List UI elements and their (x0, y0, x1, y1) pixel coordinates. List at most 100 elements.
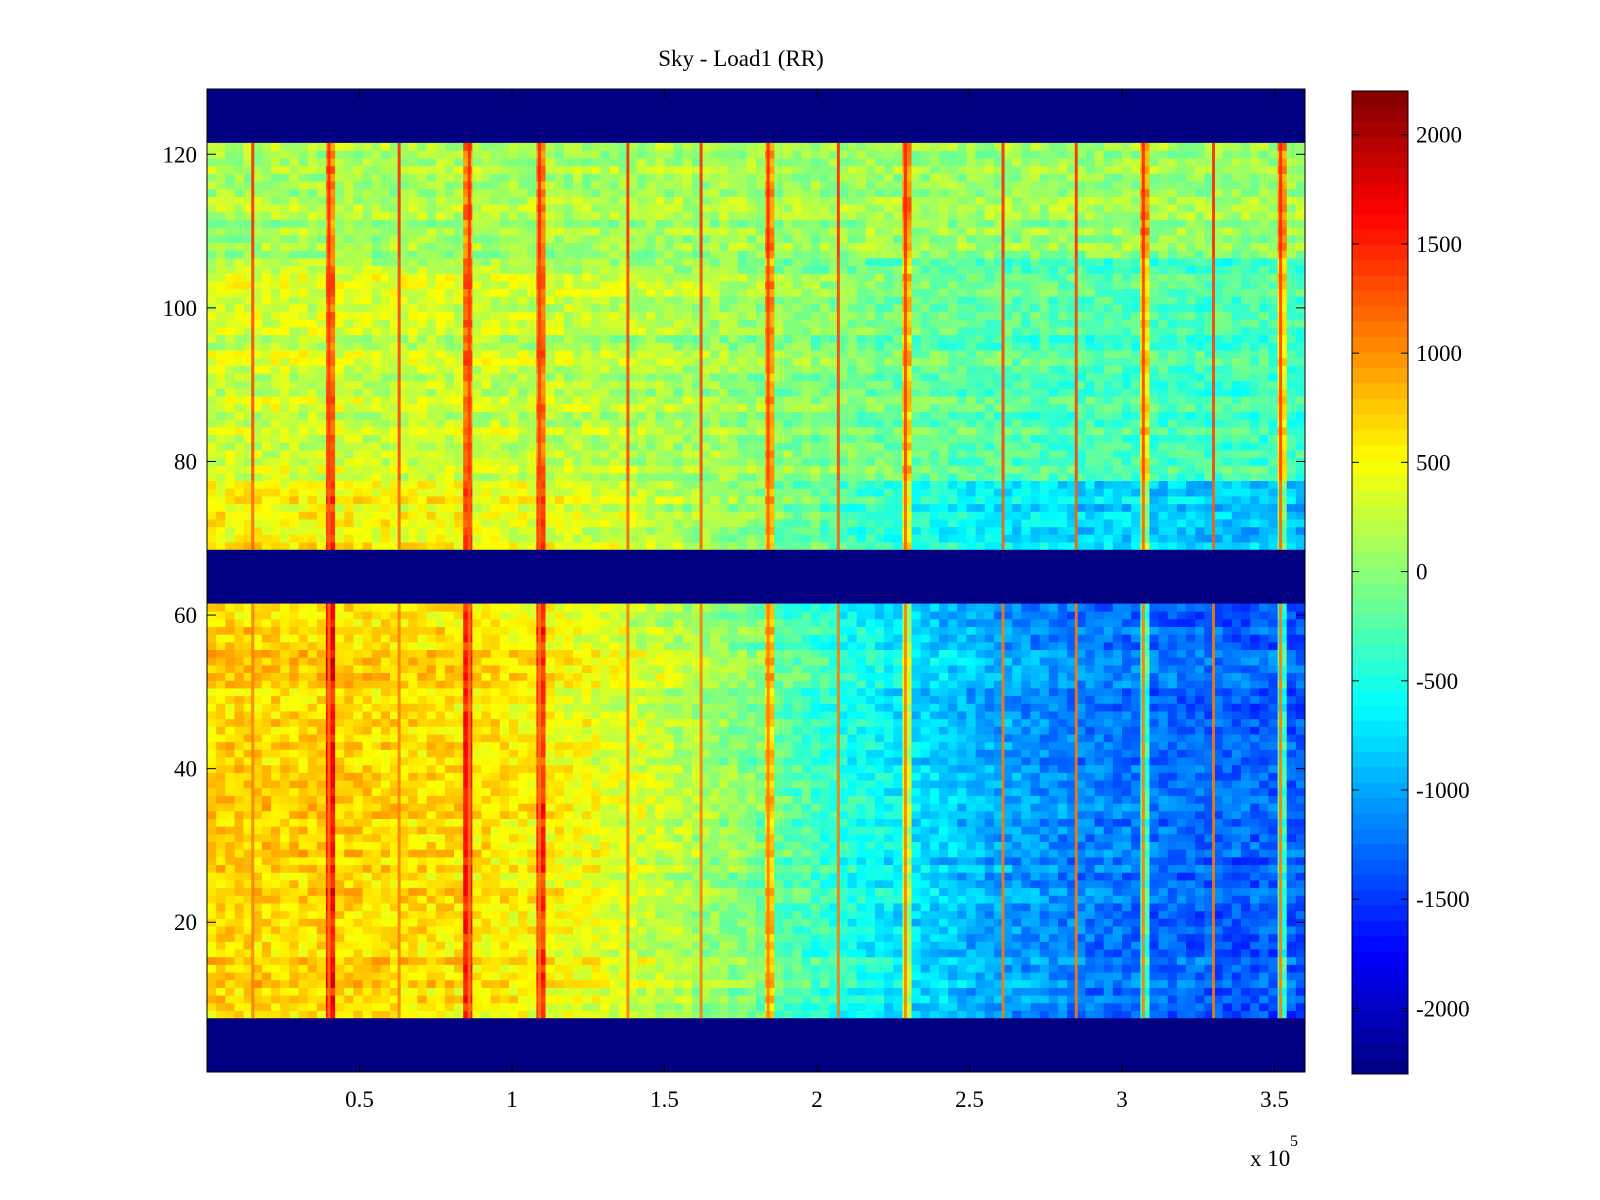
heatmap-cell (1186, 933, 1196, 942)
heatmap-cell (1131, 772, 1141, 781)
heatmap-cell (271, 895, 281, 904)
heatmap-cell (390, 741, 400, 750)
heatmap-cell (655, 933, 665, 942)
heatmap-cell (1048, 780, 1059, 789)
heatmap-cell (1277, 803, 1288, 812)
heatmap-cell (920, 979, 931, 988)
heatmap-cell (280, 703, 290, 712)
heatmap-cell (701, 849, 711, 858)
heatmap-cell (1277, 795, 1288, 804)
heatmap-cell (261, 956, 272, 965)
heatmap-cell (600, 872, 610, 881)
heatmap-cell (481, 995, 492, 1004)
heatmap-cell (673, 757, 684, 766)
heatmap-cell (1131, 1002, 1141, 1011)
heatmap-cell (1003, 749, 1013, 758)
heatmap-cell (847, 1002, 858, 1011)
heatmap-cell (536, 995, 546, 1004)
heatmap-cell (865, 964, 876, 973)
heatmap-cell (362, 918, 373, 927)
heatmap-cell (435, 956, 446, 965)
heatmap-cell (508, 895, 519, 904)
heatmap-cell (609, 757, 620, 766)
heatmap-cell (829, 956, 839, 965)
heatmap-cell (225, 956, 235, 965)
heatmap-cell (627, 956, 638, 965)
heatmap-cell (975, 972, 986, 981)
heatmap-cell (536, 941, 546, 950)
heatmap-cell (929, 757, 940, 766)
heatmap-cell (545, 880, 556, 889)
heatmap-cell (1158, 726, 1169, 735)
heatmap-cell (1003, 734, 1013, 743)
heatmap-cell (637, 995, 647, 1004)
heatmap-cell (1039, 880, 1050, 889)
heatmap-cell (600, 910, 610, 919)
heatmap-cell (600, 818, 610, 827)
heatmap-cell (408, 772, 418, 781)
heatmap-cell (1158, 849, 1169, 858)
heatmap-cell (1103, 841, 1114, 850)
heatmap-cell (261, 987, 272, 996)
heatmap-cell (939, 1010, 949, 1019)
heatmap-cell (993, 1002, 1004, 1011)
heatmap-cell (380, 895, 391, 904)
heatmap-cell (261, 941, 272, 950)
heatmap-cell (756, 933, 766, 942)
heatmap-cell (792, 833, 803, 843)
heatmap-cell (856, 849, 867, 858)
heatmap-cell (1167, 926, 1178, 935)
heatmap-cell (234, 703, 244, 712)
heatmap-cell (664, 749, 675, 758)
heatmap-cell (307, 903, 318, 912)
heatmap-cell (664, 949, 675, 958)
heatmap-cell (701, 780, 711, 789)
heatmap-cell (664, 987, 675, 996)
heatmap-cell (893, 926, 903, 935)
heatmap-cell (1012, 903, 1022, 912)
heatmap-cell (563, 749, 574, 758)
heatmap-cell (765, 887, 775, 896)
heatmap-cell (820, 764, 830, 773)
heatmap-cell (884, 872, 894, 881)
heatmap-cell (1204, 856, 1214, 866)
heatmap-cell (508, 757, 519, 766)
heatmap-cell (545, 933, 556, 942)
heatmap-cell (1085, 856, 1095, 866)
heatmap-cell (472, 795, 482, 804)
heatmap-cell (380, 864, 391, 873)
heatmap-cell (957, 726, 967, 735)
heatmap-cell (893, 803, 903, 812)
heatmap-cell (673, 749, 684, 758)
heatmap-cell (508, 787, 519, 796)
heatmap-cell (289, 833, 299, 843)
heatmap-cell (563, 995, 574, 1004)
heatmap-cell (1186, 734, 1196, 743)
heatmap-cell (774, 926, 784, 935)
heatmap-cell (637, 972, 647, 981)
heatmap-cell (1057, 703, 1068, 712)
heatmap-cell (1259, 810, 1269, 819)
heatmap-cell (920, 726, 931, 735)
heatmap-cell (664, 887, 675, 896)
heatmap-cell (252, 918, 263, 927)
heatmap-cell (289, 849, 299, 858)
heatmap-cell (435, 987, 446, 996)
heatmap-cell (307, 987, 318, 996)
heatmap-cell (1067, 995, 1077, 1004)
heatmap-cell (820, 703, 830, 712)
heatmap-cell (1103, 941, 1114, 950)
heatmap-cell (884, 795, 894, 804)
heatmap-cell (691, 956, 702, 965)
heatmap-cell (252, 864, 263, 873)
heatmap-cell (993, 795, 1004, 804)
heatmap-cell (756, 726, 766, 735)
heatmap-cell (1259, 1010, 1269, 1019)
heatmap-cell (920, 795, 931, 804)
heatmap-cell (774, 1010, 784, 1019)
heatmap-cell (1085, 764, 1095, 773)
heatmap-cell (472, 926, 482, 935)
heatmap-cell (243, 941, 254, 950)
heatmap-cell (454, 941, 464, 950)
heatmap-cell (353, 741, 363, 750)
